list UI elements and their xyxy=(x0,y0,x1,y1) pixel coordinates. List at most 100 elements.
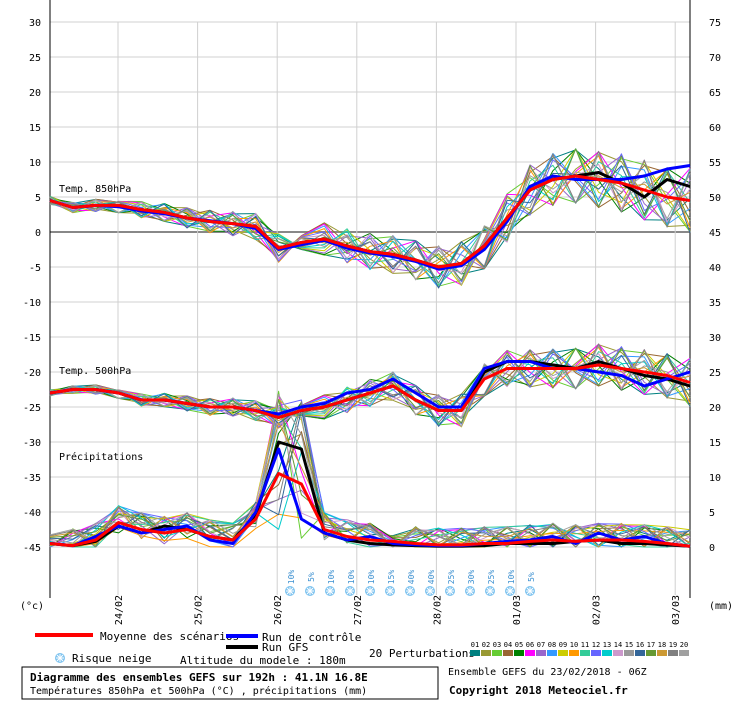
legend-control-label: Run de contrôle xyxy=(262,631,361,644)
snow-risk-row: 10% 5% 10% 10% 10% 15% 40% 40% 25% 30% 25% 10% 5% xyxy=(285,570,536,596)
legend-perturbations-label: 20 Perturbations xyxy=(369,647,475,660)
left-tick-label: -10 xyxy=(23,298,41,309)
perturbation-id: 09 xyxy=(559,641,567,649)
left-tick-label: 0 xyxy=(35,228,41,239)
perturbation-id: 14 xyxy=(614,641,622,649)
right-tick-label: 40 xyxy=(709,263,721,274)
legend-mean-label: Moyenne des scénarios xyxy=(100,630,239,643)
snowflake-icon xyxy=(425,586,435,596)
perturbation-id: 01 xyxy=(471,641,479,649)
perturbation-id: 11 xyxy=(581,641,589,649)
panel-label-t500: Temp. 500hPa xyxy=(59,366,131,377)
perturbation-swatch xyxy=(657,650,667,656)
t500-mean-line xyxy=(49,363,691,419)
perturbation-swatch xyxy=(470,650,480,656)
t500-perturbation-line xyxy=(49,349,691,427)
perturbation-swatch xyxy=(558,650,568,656)
footer-copyright: Copyright 2018 Meteociel.fr xyxy=(449,684,628,697)
snow-risk-percent: 10% xyxy=(287,570,296,585)
perturbation-swatch xyxy=(569,650,579,656)
x-tick-label: 26/02 xyxy=(273,595,284,625)
right-tick-label: 15 xyxy=(709,438,721,449)
left-tick-label: 15 xyxy=(29,123,41,134)
snowflake-icon xyxy=(385,586,395,596)
right-tick-label: 50 xyxy=(709,193,721,204)
t850-perturbation-line xyxy=(49,153,691,288)
snow-risk-percent: 10% xyxy=(347,570,356,585)
snow-risk-percent: 5% xyxy=(307,572,316,582)
snowflake-icon xyxy=(325,586,335,596)
left-tick-label: 20 xyxy=(29,88,41,99)
right-tick-label: 5 xyxy=(709,508,715,519)
perturbation-swatch xyxy=(525,650,535,656)
perturbation-id: 02 xyxy=(482,641,490,649)
perturbation-swatch xyxy=(536,650,546,656)
snowflake-icon xyxy=(505,586,515,596)
snowflake-icon xyxy=(365,586,375,596)
left-tick-label: -40 xyxy=(23,508,41,519)
x-tick-label: 27/02 xyxy=(353,595,364,625)
perturbation-swatches: 01 02 03 04 05 06 07 08 09 10 11 12 13 14 15 16 17 18 19 20 xyxy=(470,641,689,656)
perturbation-swatch xyxy=(514,650,524,656)
perturbation-id: 04 xyxy=(504,641,512,649)
snow-risk-percent: 30% xyxy=(467,570,476,585)
right-tick-label: 35 xyxy=(709,298,721,309)
snow-risk-percent: 15% xyxy=(387,570,396,585)
left-tick-label: -35 xyxy=(23,473,41,484)
snowflake-icon xyxy=(285,586,295,596)
perturbation-id: 10 xyxy=(570,641,578,649)
right-tick-label: 0 xyxy=(709,543,715,554)
perturbation-swatch xyxy=(547,650,557,656)
snow-risk-percent: 40% xyxy=(407,570,416,585)
panel-label-precip: Précipitations xyxy=(59,451,143,463)
left-tick-label: -30 xyxy=(23,438,41,449)
perturbation-swatch xyxy=(635,650,645,656)
perturbation-swatch xyxy=(613,650,623,656)
perturbation-swatch xyxy=(679,650,689,656)
snow-risk-percent: 25% xyxy=(447,570,456,585)
x-tick-label: 25/02 xyxy=(194,595,205,625)
t850-mean-line xyxy=(49,174,691,269)
left-tick-label: 30 xyxy=(29,18,41,29)
left-axis-unit: (°c) xyxy=(20,601,44,612)
perturbation-id: 19 xyxy=(669,641,677,649)
right-tick-label: 70 xyxy=(709,53,721,64)
perturbation-id: 17 xyxy=(647,641,655,649)
left-tick-label: 25 xyxy=(29,53,41,64)
panel-label-t850: Temp. 850hPa xyxy=(59,184,131,195)
x-tick-label: 28/02 xyxy=(432,595,443,625)
perturbation-id: 06 xyxy=(526,641,534,649)
x-tick-label: 24/02 xyxy=(114,595,125,625)
x-tick-label: 03/03 xyxy=(671,595,682,625)
axes xyxy=(49,0,691,598)
snow-risk-percent: 25% xyxy=(487,570,496,585)
right-tick-label: 55 xyxy=(709,158,721,169)
perturbation-swatch xyxy=(481,650,491,656)
right-tick-label: 75 xyxy=(709,18,721,29)
left-tick-label: -15 xyxy=(23,333,41,344)
snowflake-icon xyxy=(305,586,315,596)
snowflake-icon xyxy=(485,586,495,596)
perturbation-id: 03 xyxy=(493,641,501,649)
right-tick-label: 60 xyxy=(709,123,721,134)
perturbation-id: 13 xyxy=(603,641,611,649)
legend-snow-label: Risque neige xyxy=(72,652,151,665)
t850-perturbation-line xyxy=(49,151,691,286)
chart-subtitle: Températures 850hPa et 500hPa (°C) , pré… xyxy=(30,685,367,697)
footer-ensemble: Ensemble GEFS du 23/02/2018 - 06Z xyxy=(448,667,647,678)
precip-perturbation-line xyxy=(49,394,691,548)
perturbation-swatch xyxy=(602,650,612,656)
left-tick-label: -25 xyxy=(23,403,41,414)
perturbation-id: 08 xyxy=(548,641,556,649)
chart-title: Diagramme des ensembles GEFS sur 192h : … xyxy=(30,671,368,684)
perturbation-id: 12 xyxy=(592,641,600,649)
t850-perturbation-line xyxy=(49,153,691,283)
legend-altitude: Altitude du modele : 180m xyxy=(180,654,346,667)
left-tick-label: -5 xyxy=(29,263,41,274)
snow-risk-percent: 10% xyxy=(367,570,376,585)
left-tick-label: -45 xyxy=(23,543,41,554)
snowflake-icon xyxy=(345,586,355,596)
perturbation-swatch xyxy=(503,650,513,656)
right-tick-label: 45 xyxy=(709,228,721,239)
